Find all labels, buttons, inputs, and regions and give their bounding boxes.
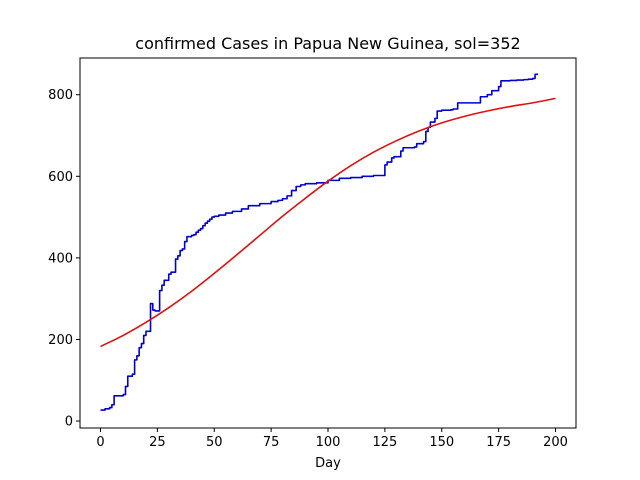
series-line-fitted-curve <box>100 97 556 348</box>
x-tick-label: 25 <box>149 435 166 450</box>
x-tick-label: 175 <box>486 435 511 450</box>
x-tick-label: 100 <box>316 435 341 450</box>
x-tick-label: 200 <box>543 435 568 450</box>
series-line-observed-cases <box>100 73 539 411</box>
x-axis: 0 25 50 75 100 125 150 175 200 <box>96 428 568 450</box>
chart-title: confirmed Cases in Papua New Guinea, sol… <box>135 34 520 53</box>
series-layer <box>100 73 556 411</box>
y-tick-label: 400 <box>48 251 73 266</box>
y-tick-label: 0 <box>65 415 73 430</box>
x-tick-label: 75 <box>263 435 280 450</box>
y-axis: 0 200 400 600 800 <box>48 88 80 430</box>
x-tick-label: 125 <box>372 435 397 450</box>
x-axis-label: Day <box>315 456 341 471</box>
y-tick-label: 800 <box>48 88 73 103</box>
x-tick-label: 50 <box>206 435 223 450</box>
x-tick-label: 150 <box>429 435 454 450</box>
x-tick-label: 0 <box>96 435 104 450</box>
y-tick-label: 200 <box>48 333 73 348</box>
y-tick-label: 600 <box>48 170 73 185</box>
